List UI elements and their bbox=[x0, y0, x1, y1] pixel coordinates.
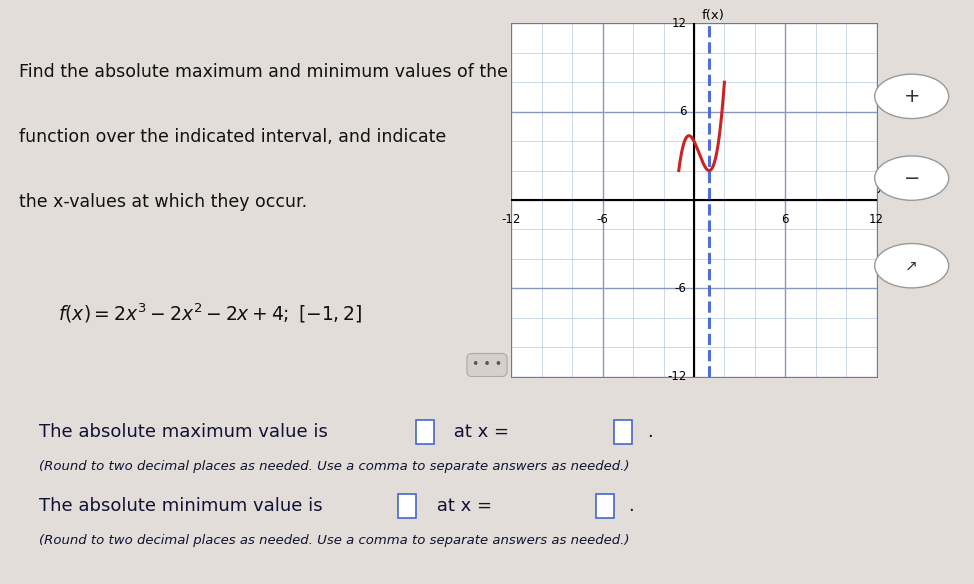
Text: (Round to two decimal places as needed. Use a comma to separate answers as neede: (Round to two decimal places as needed. … bbox=[39, 460, 629, 473]
Text: .: . bbox=[628, 497, 634, 515]
Text: at x =: at x = bbox=[448, 423, 515, 441]
Text: .: . bbox=[647, 423, 653, 441]
Text: -12: -12 bbox=[502, 213, 521, 226]
Text: $f(x) = 2x^3 - 2x^2 - 2x + 4;\;[-1,2]$: $f(x) = 2x^3 - 2x^2 - 2x + 4;\;[-1,2]$ bbox=[58, 301, 362, 325]
Text: 12: 12 bbox=[869, 213, 884, 226]
Text: 6: 6 bbox=[781, 213, 789, 226]
Text: Find the absolute maximum and minimum values of the: Find the absolute maximum and minimum va… bbox=[19, 62, 508, 81]
Text: 6: 6 bbox=[679, 105, 687, 118]
Text: • • •: • • • bbox=[472, 359, 502, 371]
Text: at x =: at x = bbox=[431, 497, 498, 515]
Text: The absolute maximum value is: The absolute maximum value is bbox=[39, 423, 333, 441]
Text: -6: -6 bbox=[597, 213, 609, 226]
Text: (Round to two decimal places as needed. Use a comma to separate answers as neede: (Round to two decimal places as needed. … bbox=[39, 534, 629, 547]
Text: f(x): f(x) bbox=[701, 9, 725, 22]
Text: x: x bbox=[877, 183, 884, 196]
Text: 12: 12 bbox=[671, 17, 687, 30]
Text: function over the indicated interval, and indicate: function over the indicated interval, an… bbox=[19, 128, 447, 146]
Text: -6: -6 bbox=[674, 282, 687, 295]
Text: −: − bbox=[904, 169, 919, 187]
Text: The absolute minimum value is: The absolute minimum value is bbox=[39, 497, 328, 515]
Text: the x-values at which they occur.: the x-values at which they occur. bbox=[19, 193, 308, 211]
Text: -12: -12 bbox=[667, 370, 687, 383]
Text: ↗: ↗ bbox=[905, 258, 918, 273]
Text: +: + bbox=[904, 87, 919, 106]
